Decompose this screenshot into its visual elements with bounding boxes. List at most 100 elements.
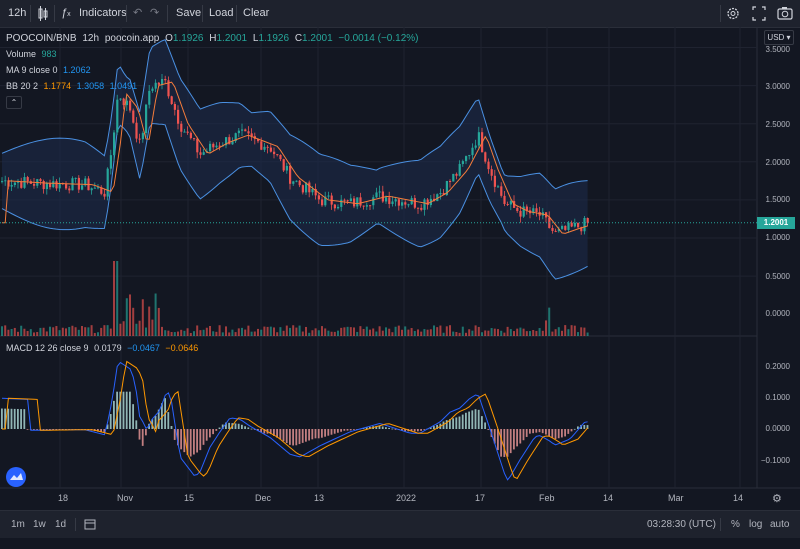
macd-histogram-bar <box>119 391 122 429</box>
volume-bar <box>570 325 573 336</box>
load-button[interactable]: Load <box>209 7 234 19</box>
macd-histogram-bar <box>391 428 394 430</box>
volume-bar <box>573 325 576 336</box>
candle-body <box>401 202 404 206</box>
macd-legend[interactable]: MACD 12 26 close 9 0.0179 −0.0467 −0.064… <box>6 343 199 353</box>
fullscreen-icon[interactable] <box>752 0 766 27</box>
camera-icon[interactable] <box>777 0 793 27</box>
volume-bar <box>471 330 474 336</box>
volume-bar <box>129 294 131 336</box>
candles-icon[interactable] <box>37 0 49 27</box>
date-range-icon[interactable] <box>84 511 96 549</box>
volume-bar <box>516 328 519 336</box>
macd-line-value: −0.0467 <box>127 343 160 353</box>
volume-bar <box>61 327 64 336</box>
candle-body <box>388 197 391 204</box>
candle-body <box>468 155 471 157</box>
settings-icon[interactable] <box>726 0 740 27</box>
bb-legend[interactable]: BB 20 2 1.1774 1.3058 1.0491 <box>6 81 138 91</box>
clear-button[interactable]: Clear <box>243 7 270 19</box>
price-chart-canvas[interactable] <box>0 27 800 510</box>
candle-body <box>535 208 538 213</box>
candle-body <box>573 222 576 227</box>
log-scale-toggle[interactable]: log <box>749 519 763 530</box>
auto-scale-toggle[interactable]: auto <box>770 519 790 530</box>
candle-body <box>250 133 253 137</box>
candle-body <box>39 179 42 181</box>
volume-bar <box>36 332 39 336</box>
volume-bar <box>586 332 589 336</box>
volume-bar <box>125 298 128 336</box>
undo-icon[interactable]: ↶ <box>133 7 143 19</box>
currency-select[interactable]: USD ▾ <box>764 30 794 45</box>
macd-histogram-bar <box>23 409 26 429</box>
macd-histogram-bar <box>506 429 509 457</box>
collapse-legend-icon[interactable]: ⌃ <box>6 96 22 109</box>
volume-bar <box>468 329 471 336</box>
range-1w-button[interactable]: 1w <box>33 519 46 530</box>
macd-histogram-bar <box>503 429 506 457</box>
range-1d-button[interactable]: 1d <box>55 519 67 530</box>
bollinger-band-fill <box>2 39 588 280</box>
volume-bar <box>231 329 234 336</box>
volume-bar <box>481 332 483 336</box>
macd-histogram-bar <box>564 429 566 437</box>
volume-bar <box>436 327 439 336</box>
volume-bar <box>557 327 560 336</box>
volume-bar <box>423 329 426 336</box>
macd-histogram-bar <box>509 429 512 454</box>
volume-bar <box>71 325 74 336</box>
ma-legend[interactable]: MA 9 close 0 1.2062 <box>6 65 91 75</box>
volume-legend[interactable]: Volume 983 <box>6 49 57 59</box>
volume-bar <box>186 328 189 336</box>
macd-histogram-bar <box>10 408 13 429</box>
macd-histogram-bar <box>445 420 448 429</box>
volume-bar <box>189 332 192 336</box>
volume-bar <box>103 325 106 336</box>
candle-body <box>93 187 96 189</box>
candle-body <box>1 181 4 183</box>
volume-bar <box>564 325 567 336</box>
save-button[interactable]: Save <box>176 7 202 19</box>
ohlc-close: 1.2001 <box>302 33 333 44</box>
macd-histogram-bar <box>330 429 333 435</box>
time-axis-settings-icon[interactable]: ⚙ <box>772 493 782 505</box>
symbol-name[interactable]: POOCOIN/BNB <box>6 33 77 44</box>
candle-body <box>257 138 260 142</box>
macd-histogram-bar <box>477 409 480 429</box>
utc-clock[interactable]: 03:28:30 (UTC) <box>647 519 716 530</box>
candle-body <box>234 133 237 142</box>
indicators-button[interactable]: Indicators <box>79 7 127 19</box>
macd-histogram-bar <box>554 429 557 440</box>
candle-body <box>490 169 493 176</box>
candle-body <box>375 192 378 198</box>
macd-histogram-bar <box>157 409 160 429</box>
macd-histogram-bar <box>154 415 157 429</box>
percent-scale-toggle[interactable]: % <box>731 519 740 530</box>
candle-body <box>148 90 151 105</box>
fx-icon[interactable]: ƒx <box>61 7 71 19</box>
tradingview-logo-icon[interactable] <box>6 467 26 487</box>
macd-histogram-bar <box>471 410 474 429</box>
macd-histogram-bar <box>493 429 496 444</box>
volume-bar <box>138 320 141 336</box>
volume-bar <box>145 327 147 336</box>
interval-button[interactable]: 12h <box>8 7 27 19</box>
candle-body <box>295 180 298 182</box>
macd-histogram-bar <box>388 427 390 429</box>
macd-histogram-bar <box>122 391 125 429</box>
volume-bar <box>212 331 215 336</box>
candle-body <box>577 222 580 228</box>
macd-histogram-bar <box>55 429 58 430</box>
volume-bar <box>45 331 48 336</box>
candle-body <box>68 188 71 191</box>
volume-bar <box>426 329 429 336</box>
volume-bar <box>234 332 237 336</box>
candle-body <box>189 132 192 139</box>
volume-bar <box>372 328 375 336</box>
macd-histogram-bar <box>417 429 419 432</box>
candle-body <box>260 141 263 150</box>
range-1m-button[interactable]: 1m <box>11 519 25 530</box>
redo-icon[interactable]: ↷ <box>150 7 160 19</box>
volume-bar <box>221 332 224 336</box>
